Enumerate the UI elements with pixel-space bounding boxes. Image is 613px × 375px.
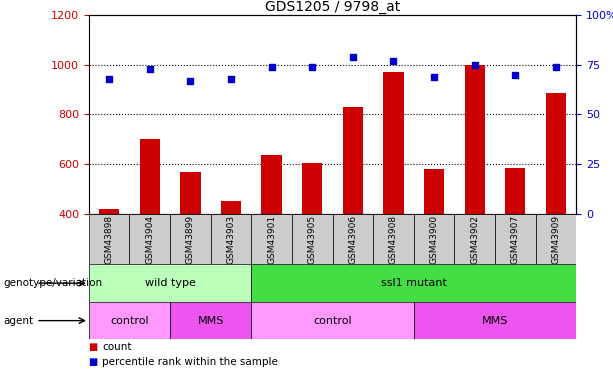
Text: GSM43909: GSM43909 — [552, 215, 560, 264]
Bar — [546, 93, 566, 214]
Point — [104, 76, 114, 82]
FancyBboxPatch shape — [251, 302, 414, 339]
FancyBboxPatch shape — [454, 214, 495, 264]
Text: control: control — [313, 316, 352, 326]
Text: GSM43908: GSM43908 — [389, 215, 398, 264]
Point — [429, 74, 439, 80]
Text: GSM43903: GSM43903 — [227, 215, 235, 264]
Bar — [424, 169, 444, 214]
Point — [145, 66, 154, 72]
Bar — [262, 155, 282, 214]
FancyBboxPatch shape — [89, 264, 251, 302]
Text: ■: ■ — [89, 342, 101, 352]
Bar — [140, 139, 160, 214]
Bar — [221, 201, 241, 214]
FancyBboxPatch shape — [495, 214, 536, 264]
Bar — [465, 64, 485, 214]
Point — [511, 72, 520, 78]
FancyBboxPatch shape — [211, 214, 251, 264]
Text: MMS: MMS — [197, 316, 224, 326]
Point — [389, 58, 398, 64]
Title: GDS1205 / 9798_at: GDS1205 / 9798_at — [265, 0, 400, 14]
Bar — [343, 107, 363, 214]
Text: MMS: MMS — [482, 316, 508, 326]
Point — [551, 64, 561, 70]
FancyBboxPatch shape — [414, 214, 454, 264]
Bar — [302, 163, 322, 214]
Point — [470, 62, 479, 68]
Text: GSM43898: GSM43898 — [105, 215, 113, 264]
Bar — [180, 171, 200, 214]
FancyBboxPatch shape — [170, 214, 211, 264]
Bar — [99, 209, 120, 214]
Text: GSM43900: GSM43900 — [430, 215, 438, 264]
Text: wild type: wild type — [145, 278, 196, 288]
Text: GSM43907: GSM43907 — [511, 215, 520, 264]
Text: count: count — [102, 342, 132, 352]
FancyBboxPatch shape — [170, 302, 251, 339]
Text: GSM43899: GSM43899 — [186, 215, 195, 264]
Point — [226, 76, 236, 82]
Text: GSM43901: GSM43901 — [267, 215, 276, 264]
FancyBboxPatch shape — [89, 302, 170, 339]
Text: ssl1 mutant: ssl1 mutant — [381, 278, 447, 288]
Point — [348, 54, 358, 60]
FancyBboxPatch shape — [129, 214, 170, 264]
Text: GSM43902: GSM43902 — [470, 215, 479, 264]
FancyBboxPatch shape — [89, 214, 129, 264]
Text: genotype/variation: genotype/variation — [3, 278, 102, 288]
FancyBboxPatch shape — [536, 214, 576, 264]
FancyBboxPatch shape — [251, 214, 292, 264]
Text: agent: agent — [3, 316, 33, 326]
Text: control: control — [110, 316, 149, 326]
Text: percentile rank within the sample: percentile rank within the sample — [102, 357, 278, 367]
Text: GSM43905: GSM43905 — [308, 215, 317, 264]
Point — [267, 64, 276, 70]
Text: GSM43904: GSM43904 — [145, 215, 154, 264]
FancyBboxPatch shape — [251, 264, 576, 302]
Bar — [505, 168, 525, 214]
FancyBboxPatch shape — [332, 214, 373, 264]
Text: GSM43906: GSM43906 — [348, 215, 357, 264]
FancyBboxPatch shape — [373, 214, 414, 264]
Point — [307, 64, 317, 70]
Bar — [383, 72, 403, 214]
FancyBboxPatch shape — [292, 214, 332, 264]
Text: ■: ■ — [89, 357, 101, 367]
Point — [186, 78, 196, 84]
FancyBboxPatch shape — [414, 302, 576, 339]
